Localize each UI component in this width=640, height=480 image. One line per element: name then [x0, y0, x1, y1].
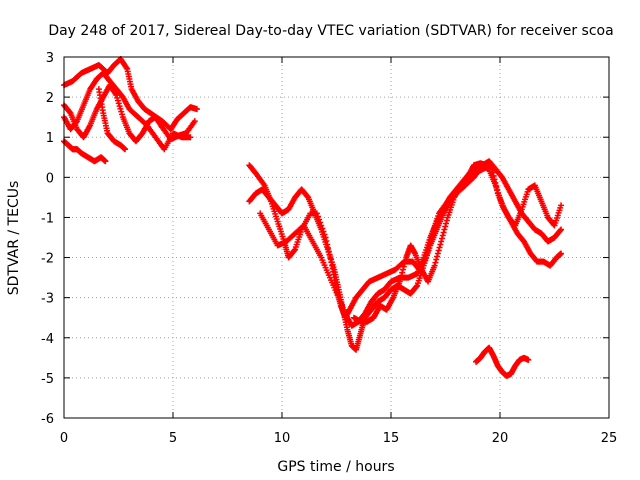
y-tick-label: -6 — [41, 412, 54, 427]
x-tick-label: 20 — [492, 431, 509, 446]
x-axis-label: GPS time / hours — [277, 459, 394, 475]
data-point-marker — [115, 100, 122, 107]
data-point-marker — [439, 232, 446, 239]
data-point-marker — [396, 278, 403, 285]
data-point-marker — [433, 256, 440, 263]
data-point-marker — [557, 227, 564, 234]
data-point-marker — [438, 235, 445, 242]
y-tick-label: -1 — [41, 211, 54, 226]
data-point-marker — [436, 244, 443, 251]
y-tick-label: -5 — [41, 372, 54, 387]
data-point-marker — [118, 108, 125, 115]
data-point-marker — [114, 97, 121, 104]
data-point-marker — [304, 193, 311, 200]
data-point-marker — [558, 226, 565, 233]
series-arc-10 — [473, 344, 532, 379]
data-point-marker — [399, 266, 406, 273]
data-point-marker — [397, 275, 404, 282]
chart-title: Day 248 of 2017, Sidereal Day-to-day VTE… — [48, 23, 613, 39]
y-tick-label: -2 — [41, 252, 54, 267]
x-tick-label: 5 — [169, 431, 177, 446]
data-point-marker — [443, 217, 450, 224]
y-tick-label: 2 — [46, 91, 54, 106]
data-point-marker — [434, 250, 441, 257]
data-point-marker — [435, 247, 442, 254]
data-point-marker — [66, 109, 73, 116]
data-point-marker — [117, 105, 124, 112]
y-tick-label: 1 — [46, 131, 54, 146]
data-point-marker — [440, 229, 447, 236]
series-arc-4 — [61, 138, 109, 165]
y-tick-label: 3 — [46, 51, 54, 66]
data-point-marker — [116, 103, 123, 110]
x-tick-label: 25 — [601, 431, 618, 446]
data-point-marker — [400, 263, 407, 270]
data-points — [61, 56, 565, 379]
data-point-marker — [191, 118, 198, 125]
data-point-marker — [431, 262, 438, 269]
data-point-marker — [432, 259, 439, 266]
plot-frame — [63, 56, 610, 419]
data-point-marker — [413, 283, 420, 290]
data-point-marker — [402, 257, 409, 264]
data-point-marker — [122, 146, 129, 153]
data-point-marker — [187, 134, 194, 141]
series-arc-6 — [246, 158, 565, 321]
data-point-marker — [438, 238, 445, 245]
data-point-marker — [193, 106, 200, 113]
data-point-marker — [114, 94, 121, 101]
y-tick-label: -4 — [41, 332, 54, 347]
x-tick-label: 10 — [274, 431, 291, 446]
data-point-marker — [401, 260, 408, 267]
tick-labels: -6 -5 -4 -3 -2 -1 0 1 2 3 0 5 10 15 20 25 — [41, 51, 617, 446]
data-point-marker — [398, 272, 405, 279]
data-point-marker — [437, 241, 444, 248]
x-tick-label: 15 — [383, 431, 400, 446]
data-point-marker — [102, 158, 109, 165]
series-arc-5 — [95, 86, 129, 153]
data-point-marker — [291, 247, 298, 254]
data-point-marker — [558, 202, 565, 209]
data-point-marker — [558, 250, 565, 257]
data-point-marker — [443, 220, 450, 227]
data-point-marker — [113, 92, 120, 99]
data-point-marker — [434, 253, 441, 260]
data-point-marker — [399, 269, 406, 276]
data-point-marker — [525, 356, 532, 363]
data-point-marker — [119, 111, 126, 118]
series-arc-1 — [61, 56, 200, 133]
x-tick-label: 0 — [60, 431, 68, 446]
data-point-marker — [442, 223, 449, 230]
y-axis-label: SDTVAR / TECUs — [6, 181, 22, 296]
y-tick-label: 0 — [46, 171, 54, 186]
series-arc-2 — [61, 70, 194, 153]
data-point-marker — [441, 226, 448, 233]
series-arc-9 — [350, 160, 490, 325]
y-tick-label: -3 — [41, 292, 54, 307]
data-point-marker — [483, 162, 490, 169]
